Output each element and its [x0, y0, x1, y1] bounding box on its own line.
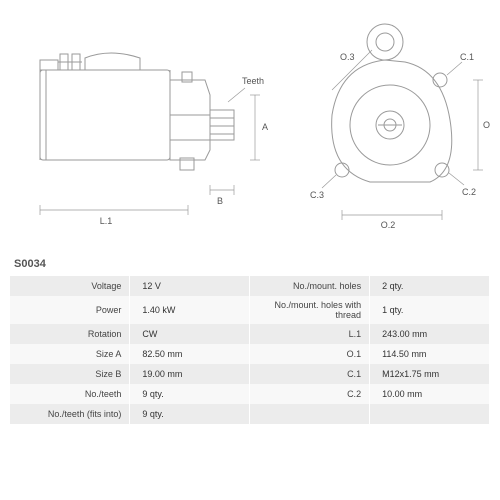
dim-C3-label: C.3: [310, 190, 324, 200]
spec-value: CW: [130, 324, 250, 344]
teeth-label: Teeth: [242, 76, 264, 86]
spec-value: 10.00 mm: [370, 384, 490, 404]
spec-row: RotationCWL.1243.00 mm: [10, 324, 490, 344]
dim-B-label: B: [217, 196, 223, 206]
spec-row: Size B19.00 mmC.1M12x1.75 mm: [10, 364, 490, 384]
spec-label: No./mount. holes with thread: [250, 296, 370, 324]
dim-C1-label: C.1: [460, 52, 474, 62]
spec-row: No./teeth9 qty.C.210.00 mm: [10, 384, 490, 404]
spec-label: O.1: [250, 344, 370, 364]
spec-value: 1.40 kW: [130, 296, 250, 324]
spec-label: Power: [10, 296, 130, 324]
dim-O3-label: O.3: [340, 52, 355, 62]
spec-value: 82.50 mm: [130, 344, 250, 364]
spec-label: C.2: [250, 384, 370, 404]
spec-row: Power1.40 kWNo./mount. holes with thread…: [10, 296, 490, 324]
spec-label: No./teeth: [10, 384, 130, 404]
spec-value: 2 qty.: [370, 276, 490, 296]
spec-value: 9 qty.: [130, 404, 250, 424]
spec-row: Voltage12 VNo./mount. holes2 qty.: [10, 276, 490, 296]
spec-label: Size B: [10, 364, 130, 384]
spec-label: Size A: [10, 344, 130, 364]
spec-label: Rotation: [10, 324, 130, 344]
dim-O2-label: O.2: [381, 220, 396, 230]
specifications-table: Voltage12 VNo./mount. holes2 qty.Power1.…: [10, 276, 490, 424]
dim-C2-label: C.2: [462, 187, 476, 197]
spec-value: 1 qty.: [370, 296, 490, 324]
part-number: S0034: [14, 258, 490, 270]
dim-O1-label: O.1: [483, 120, 490, 130]
spec-label: L.1: [250, 324, 370, 344]
dim-A-label: A: [262, 122, 268, 132]
spec-row: Size A82.50 mmO.1114.50 mm: [10, 344, 490, 364]
spec-value: M12x1.75 mm: [370, 364, 490, 384]
spec-label: [250, 404, 370, 424]
spec-value: 9 qty.: [130, 384, 250, 404]
spec-label: C.1: [250, 364, 370, 384]
technical-drawing: L.1 B A Teeth: [10, 10, 490, 250]
spec-value: [370, 404, 490, 424]
spec-value: 114.50 mm: [370, 344, 490, 364]
spec-value: 19.00 mm: [130, 364, 250, 384]
dim-L1-label: L.1: [100, 216, 113, 226]
drawing-svg: L.1 B A Teeth: [10, 10, 490, 250]
spec-row: No./teeth (fits into)9 qty.: [10, 404, 490, 424]
spec-label: No./mount. holes: [250, 276, 370, 296]
spec-value: 12 V: [130, 276, 250, 296]
spec-label: Voltage: [10, 276, 130, 296]
spec-value: 243.00 mm: [370, 324, 490, 344]
spec-label: No./teeth (fits into): [10, 404, 130, 424]
